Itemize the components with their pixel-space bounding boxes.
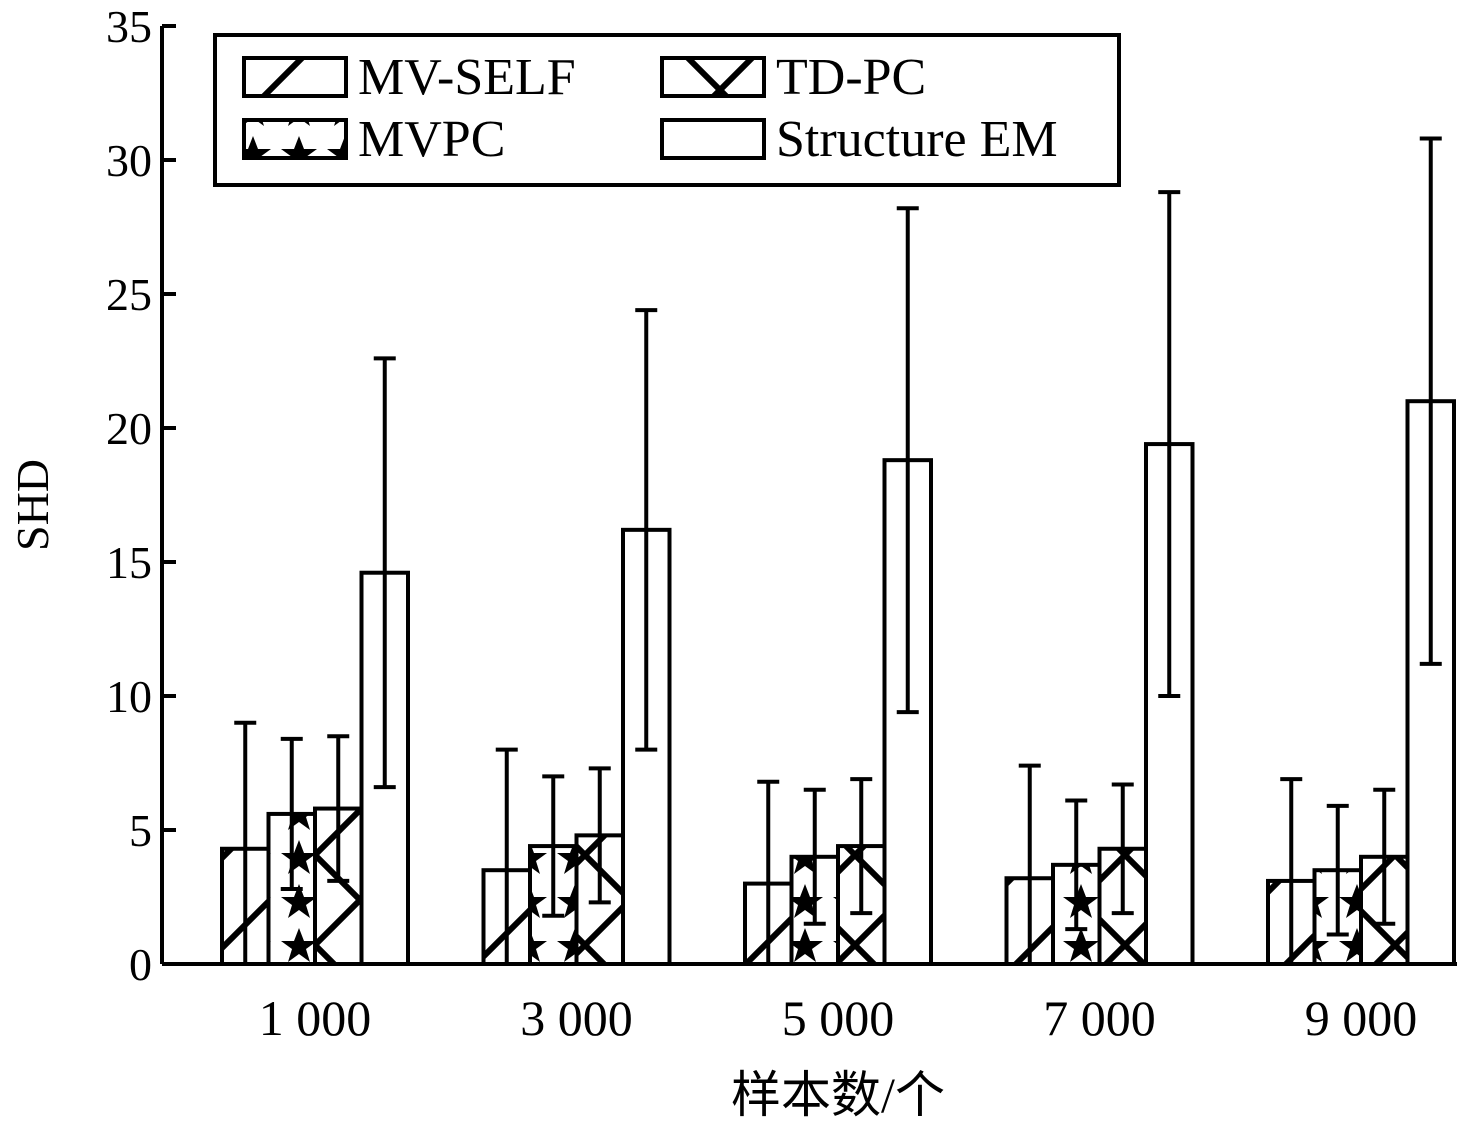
- x-tick-label: 9 000: [1305, 990, 1418, 1046]
- legend-swatch: [660, 118, 766, 160]
- bars-layer: [220, 399, 1456, 967]
- y-axis-label: SHD: [7, 459, 58, 551]
- legend-label: Structure EM: [776, 111, 1058, 168]
- y-tick-label: 35: [106, 1, 152, 52]
- x-tick-label: 7 000: [1043, 990, 1156, 1046]
- x-tick-label: 1 000: [259, 990, 372, 1046]
- legend-swatch: [242, 56, 348, 98]
- y-tick-label: 25: [106, 269, 152, 320]
- legend-label: TD-PC: [776, 49, 926, 106]
- y-tick-label: 30: [106, 135, 152, 186]
- axes: 0 5 10 15 20 25 30 35 1 000 3 000 5 000 7 000 9 000: [106, 1, 1457, 1046]
- legend-label: MVPC: [358, 111, 505, 168]
- x-tick-label: 5 000: [782, 990, 895, 1046]
- y-tick-label: 20: [106, 403, 152, 454]
- error-bars-layer: [234, 136, 1442, 966]
- y-tick-label: 5: [129, 805, 152, 856]
- x-axis-label: 样本数/个: [731, 1067, 945, 1123]
- y-tick-label: 15: [106, 537, 152, 588]
- legend-swatch: [242, 118, 348, 160]
- x-tick-label: 3 000: [520, 990, 633, 1046]
- y-tick-label: 10: [106, 671, 152, 722]
- legend-label: MV-SELF: [358, 49, 576, 106]
- y-tick-label: 0: [129, 939, 152, 990]
- legend-swatch: [660, 56, 766, 98]
